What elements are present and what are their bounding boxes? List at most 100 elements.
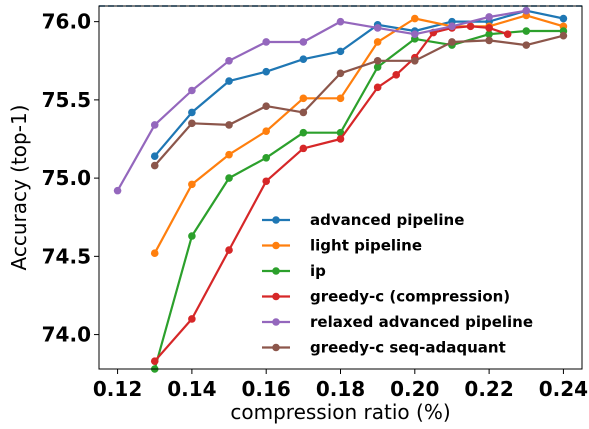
- x-tick-label: 0.20: [390, 377, 439, 401]
- series-point: [522, 41, 531, 49]
- legend: advanced pipeline light pipeline ip greedy-…: [262, 211, 533, 357]
- series-point: [503, 30, 512, 38]
- legend-label: advanced pipeline: [310, 211, 464, 229]
- legend-marker: [272, 216, 280, 224]
- series-point: [336, 135, 345, 143]
- x-tick-label: 0.22: [464, 377, 513, 401]
- y-tick-label: 74.0: [42, 323, 91, 347]
- series-point: [262, 127, 270, 135]
- legend-entry-4: relaxed advanced pipeline: [262, 313, 533, 331]
- series-point: [188, 86, 196, 95]
- series-point: [113, 186, 122, 195]
- series-point: [373, 83, 382, 92]
- legend-marker: [272, 292, 280, 301]
- series-point: [262, 67, 270, 76]
- y-tick-label: 75.5: [42, 88, 91, 112]
- plot-area: [99, 5, 582, 373]
- series-point: [299, 128, 308, 137]
- series-point: [299, 108, 308, 117]
- series-point: [485, 24, 493, 32]
- y-tick-label: 74.5: [42, 244, 91, 268]
- series-point: [485, 36, 493, 45]
- x-axis-label: compression ratio (%): [230, 400, 450, 424]
- series-point: [299, 55, 308, 63]
- legend-marker: [272, 267, 280, 275]
- axes: 0.12 0.14 0.16 0.18 0.20 0.22 0.24 74.0 74.5 75.0…: [42, 5, 588, 401]
- series-point: [299, 38, 308, 46]
- legend-entry-1: light pipeline: [262, 237, 422, 255]
- series-point: [188, 119, 196, 128]
- series-point: [373, 56, 382, 65]
- series-2: [150, 27, 568, 373]
- legend-marker: [272, 318, 280, 326]
- series-point: [150, 249, 159, 258]
- series-point: [466, 22, 475, 31]
- series-5: [150, 31, 568, 170]
- x-tick-label: 0.14: [167, 377, 216, 401]
- series-point: [225, 121, 233, 129]
- legend-entry-3: greedy-c (compression): [262, 288, 510, 306]
- series-point: [411, 30, 419, 38]
- legend-label: light pipeline: [310, 237, 422, 255]
- series-line: [116, 9, 527, 192]
- series-point: [522, 6, 531, 15]
- x-tick-label: 0.16: [242, 377, 291, 401]
- series-point: [188, 180, 196, 189]
- series-1: [150, 11, 568, 258]
- x-tick-label: 0.12: [93, 377, 142, 401]
- series-3: [150, 22, 512, 365]
- series-line: [153, 34, 564, 167]
- series-point: [225, 246, 233, 254]
- series-point: [373, 24, 382, 32]
- series-point: [336, 69, 345, 78]
- series-point: [559, 14, 568, 23]
- series-point: [336, 47, 345, 56]
- series-point: [225, 77, 233, 85]
- series-line: [153, 14, 564, 254]
- series-point: [411, 14, 419, 23]
- legend-entry-0: advanced pipeline: [262, 211, 464, 229]
- series-point: [150, 161, 159, 170]
- series-point: [448, 22, 456, 31]
- legend-label: ip: [310, 262, 326, 280]
- legend-marker: [272, 343, 280, 352]
- series-point: [150, 121, 159, 129]
- legend-label: relaxed advanced pipeline: [310, 313, 533, 331]
- series-point: [262, 38, 270, 46]
- legend-marker: [272, 241, 280, 250]
- series-point: [225, 150, 233, 159]
- series-point: [559, 31, 568, 40]
- series-point: [262, 102, 270, 110]
- legend-label: greedy-c seq-adaquant: [310, 339, 506, 357]
- series-point: [225, 56, 233, 65]
- y-tick-label: 75.0: [42, 166, 91, 190]
- series-point: [392, 71, 401, 79]
- series-point: [299, 94, 308, 103]
- series-point: [522, 27, 531, 35]
- series-point: [485, 30, 493, 38]
- series-point: [225, 174, 233, 182]
- series-point: [262, 177, 270, 186]
- y-axis-label: Accuracy (top-1): [7, 105, 31, 271]
- series-point: [448, 38, 456, 46]
- series-point: [188, 232, 196, 240]
- series-point: [188, 315, 196, 323]
- x-tick-label: 0.18: [316, 377, 365, 401]
- legend-entry-5: greedy-c seq-adaquant: [262, 339, 506, 357]
- series-point: [411, 56, 419, 65]
- series-point: [373, 38, 382, 46]
- series-point: [150, 357, 159, 365]
- series-point: [336, 17, 345, 26]
- series-point: [262, 153, 270, 162]
- series-line: [153, 9, 564, 157]
- x-tick-label: 0.24: [539, 377, 588, 401]
- series-point: [373, 63, 382, 71]
- legend-entry-2: ip: [262, 262, 326, 280]
- series-point: [336, 94, 345, 103]
- series-point: [188, 108, 196, 117]
- y-tick-label: 76.0: [42, 10, 91, 34]
- series-line: [153, 29, 564, 370]
- legend-label: greedy-c (compression): [310, 288, 510, 306]
- series-point: [150, 152, 159, 161]
